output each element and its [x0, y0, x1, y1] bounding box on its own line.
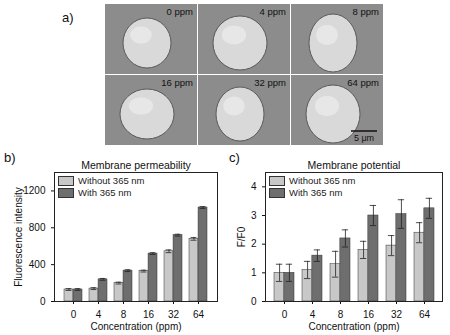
- svg-text:a): a): [62, 10, 74, 25]
- svg-text:16: 16: [143, 309, 155, 320]
- svg-text:Membrane permeability: Membrane permeability: [81, 159, 191, 171]
- svg-text:4: 4: [310, 309, 316, 320]
- svg-text:0: 0: [71, 309, 77, 320]
- svg-text:64: 64: [193, 309, 205, 320]
- svg-text:800: 800: [29, 222, 46, 233]
- svg-text:64: 64: [419, 309, 431, 320]
- svg-text:0 ppm: 0 ppm: [167, 6, 193, 17]
- svg-text:Fluorescence intensity: Fluorescence intensity: [13, 187, 24, 287]
- svg-text:1: 1: [251, 267, 257, 278]
- svg-text:8: 8: [338, 309, 344, 320]
- svg-text:32: 32: [391, 309, 403, 320]
- svg-text:4 ppm: 4 ppm: [260, 6, 286, 17]
- svg-text:3: 3: [251, 210, 257, 221]
- svg-text:4: 4: [96, 309, 102, 320]
- html-text:With 365 nm: With 365 nm: [78, 187, 132, 198]
- svg-text:400: 400: [29, 259, 46, 270]
- html-text:c): c): [229, 150, 240, 165]
- svg-text:8 ppm: 8 ppm: [353, 6, 379, 17]
- html-text:b): b): [4, 150, 16, 165]
- svg-text:0: 0: [40, 296, 46, 307]
- svg-text:Concentration (ppm): Concentration (ppm): [90, 321, 181, 332]
- svg-text:64 ppm: 64 ppm: [347, 77, 379, 88]
- svg-text:32: 32: [168, 309, 180, 320]
- svg-text:Membrane potential: Membrane potential: [308, 159, 401, 171]
- html-text:With 365 nm: With 365 nm: [289, 187, 343, 198]
- svg-text:4: 4: [251, 181, 257, 192]
- svg-text:32 ppm: 32 ppm: [254, 77, 286, 88]
- svg-text:0: 0: [251, 296, 257, 307]
- svg-text:8: 8: [121, 309, 127, 320]
- svg-text:16 ppm: 16 ppm: [161, 77, 193, 88]
- svg-text:F/F0: F/F0: [236, 226, 247, 247]
- html-text:Without 365 nm: Without 365 nm: [78, 175, 145, 186]
- svg-text:Concentration (ppm): Concentration (ppm): [308, 321, 399, 332]
- svg-text:5 μm: 5 μm: [354, 133, 374, 143]
- svg-text:0: 0: [282, 309, 288, 320]
- svg-text:1200: 1200: [23, 185, 46, 196]
- svg-text:16: 16: [363, 309, 375, 320]
- svg-text:2: 2: [251, 238, 257, 249]
- html-text:Without 365 nm: Without 365 nm: [289, 175, 356, 186]
